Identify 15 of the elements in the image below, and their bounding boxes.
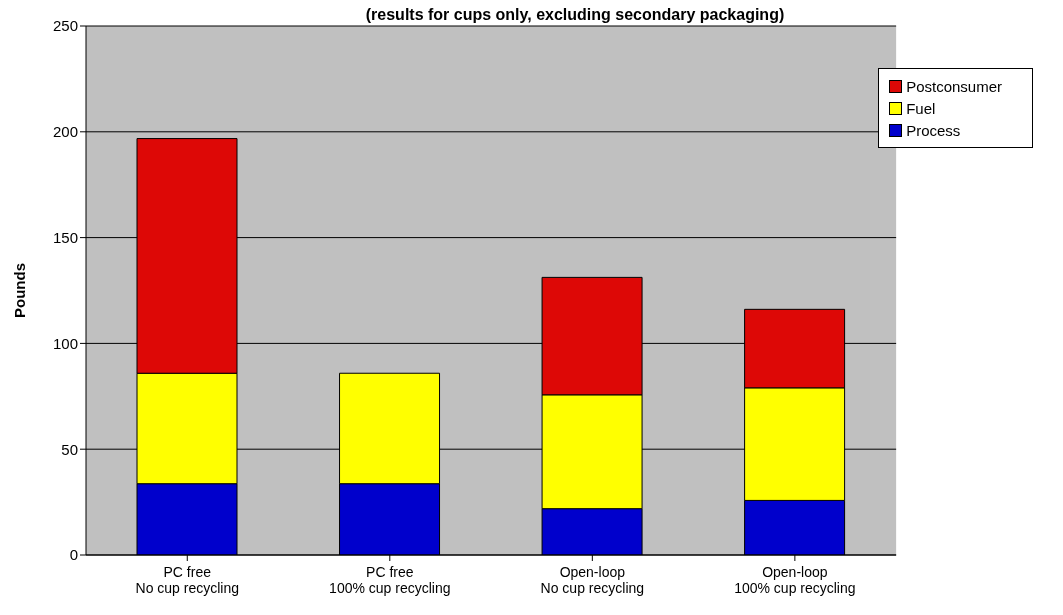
y-axis-title: Pounds — [11, 263, 29, 318]
y-tick-label: 250 — [52, 17, 78, 35]
legend-label: Fuel — [906, 99, 936, 117]
chart-title: (results for cups only, excluding secondary packaging) — [364, 6, 786, 24]
y-tick-label: 50 — [61, 440, 78, 458]
x-tick-label: PC free No cup recycling — [135, 564, 240, 596]
y-tick-label: 150 — [52, 228, 78, 246]
x-tick-label: Open-loop No cup recycling — [540, 564, 645, 596]
y-tick-label: 0 — [69, 546, 78, 564]
x-tick-label: Open-loop 100% cup recycling — [734, 564, 856, 596]
y-tick-label: 100 — [52, 334, 78, 352]
y-tick-label: 200 — [52, 123, 78, 141]
legend-label: Postconsumer — [906, 77, 1002, 95]
legend-label: Process — [906, 121, 961, 139]
x-tick-label: PC free 100% cup recycling — [329, 564, 451, 596]
